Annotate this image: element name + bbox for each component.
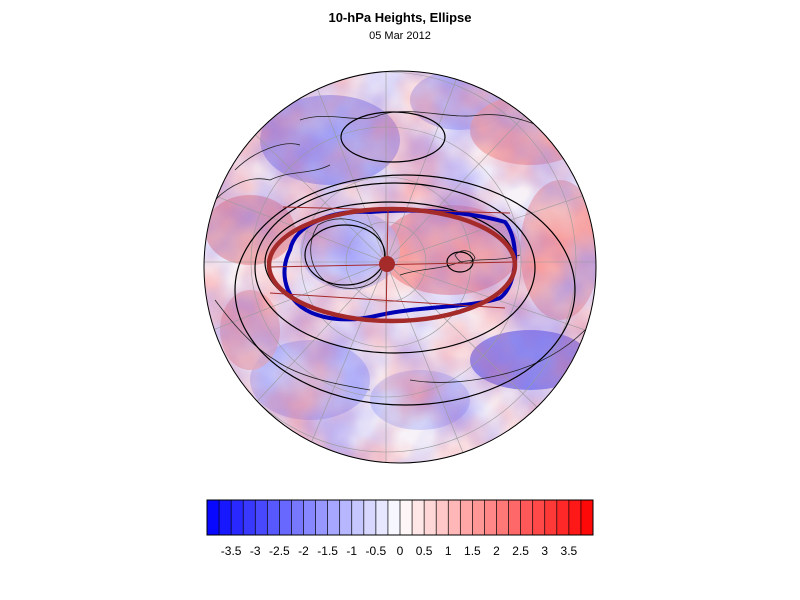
height-contour-north-high [340,111,446,163]
anomaly-field [204,71,596,463]
colorbar-tick-label: 2 [493,544,500,558]
colorbar-bin [532,500,546,535]
ellipse-bounding-top [282,206,511,214]
ellipse-bounding-bottom [269,292,506,309]
polar-stereographic-map [203,70,597,464]
colorbar-tick-label: -2.5 [269,544,290,558]
colorbar-bin [412,500,425,535]
colorbar-tick-label: -3 [249,544,261,558]
colorbar-bin [580,500,594,535]
overlays [234,111,576,406]
colorbar-bin [484,500,497,535]
colorbar-bin [387,500,401,535]
colorbar-bin [339,500,353,535]
colorbar-bin [363,500,377,535]
colorbar-bin [231,500,244,535]
colorbar-bin [520,500,533,535]
colorbar-bin [556,500,570,535]
colorbar-bin [508,500,521,535]
colorbar-bin [544,500,558,535]
colorbar-bin [375,500,389,535]
colorbar-bin [568,500,582,535]
colorbar-tick-label: 2.5 [512,544,529,558]
colorbar-tick-label: 3 [541,544,549,558]
colorbar-bin [400,500,413,535]
fitted-ellipse [266,206,518,324]
colorbar-bin [255,500,268,535]
colorbar-tick-label: -0.5 [365,544,387,558]
colorbar-border [206,499,594,536]
height-contour-inner [304,224,386,286]
height-contour-2 [254,182,536,354]
colorbar-bin [327,500,340,535]
vortex-centroid-marker [379,256,395,272]
colorbar-bin [351,500,365,535]
colorbar-bin [291,500,304,535]
colorbar-bin [279,500,292,535]
colorbar-bin [303,500,316,535]
colorbar-bin [243,500,256,535]
colorbar-bin [219,500,232,535]
colorbar-tick-label: 1.5 [464,544,481,558]
colorbar-bin [448,500,461,535]
colorbar-tick-label: -2 [298,544,309,558]
colorbar-bin [207,500,220,535]
colorbar-bin [436,500,449,535]
map-date: 05 Mar 2012 [369,30,431,42]
colorbar-bin [496,500,509,535]
colorbar-tick-label: -1.5 [317,544,338,558]
colorbar-tick-label: 0.5 [415,544,433,558]
colorbar-tick-label: -1 [346,544,358,558]
colorbar-bin [424,500,437,535]
colorbar-bin [460,500,473,535]
colorbar-tick-label: 0 [396,544,404,558]
height-contour-outer [234,174,576,406]
globe-border [203,70,597,464]
map-title: 10-hPa Heights, Ellipse [328,10,472,25]
colorbar-bin [315,500,328,535]
colorbar-tick-label: 1 [444,544,452,558]
colorbar-tick-label: -3.5 [220,544,242,558]
colorbar-bin [472,500,485,535]
coastlines [214,111,586,391]
height-contour-east-small [446,251,474,273]
colorbar [206,499,594,536]
colorbar-tick-label: 3.5 [560,544,578,558]
colorbar-bin [267,500,280,535]
